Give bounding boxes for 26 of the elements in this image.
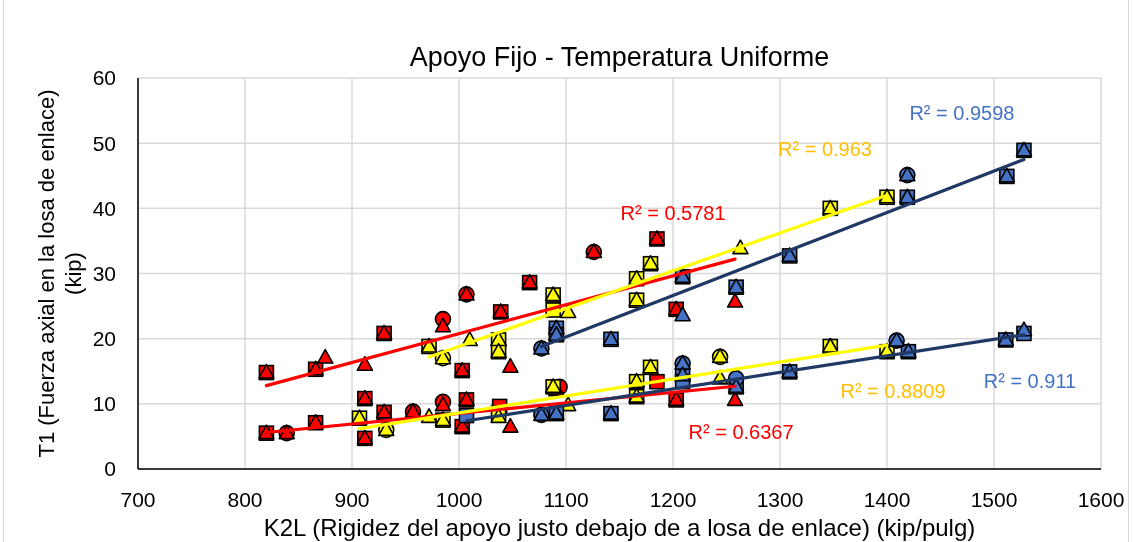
y-tick-label: 50 [92,131,116,155]
x-axis-title: K2L (Rigidez del apoyo justo debajo de a losa de enlace) (kip/pulg) [263,514,976,541]
y-tick-label: 0 [104,457,116,481]
y-tick-label: 40 [92,196,116,220]
x-tick-label: 800 [227,488,263,511]
x-tick-label: 900 [334,488,370,511]
x-tick-label: 1400 [863,488,911,511]
x-tick-label: 1000 [435,488,483,511]
y-tick-label: 60 [92,66,116,90]
annotation: R² = 0.8809 [840,380,946,403]
annotation: R² = 0.5781 [620,202,726,225]
x-tick-label: 700 [120,488,156,511]
x-tick-label: 1300 [756,488,804,511]
x-tick-label: 1100 [543,488,589,511]
y-tick-label: 20 [92,327,116,351]
y-tick-label: 10 [92,392,116,416]
x-tick-label: 1200 [649,488,697,511]
annotation: R² = 0.963 [778,138,872,161]
annotation: R² = 0.9598 [909,102,1015,125]
x-tick-label: 1500 [970,488,1018,511]
y-tick-label: 30 [92,261,116,285]
annotation: R² = 0.911 [983,369,1077,392]
annotation: R² = 0.6367 [688,421,794,444]
x-tick-label: 1600 [1077,488,1125,511]
chart-title: Apoyo Fijo - Temperatura Uniforme [409,42,830,72]
y-axis-title: T1 (Fuerza axial en la losa de enlace) (kip) [34,89,87,458]
